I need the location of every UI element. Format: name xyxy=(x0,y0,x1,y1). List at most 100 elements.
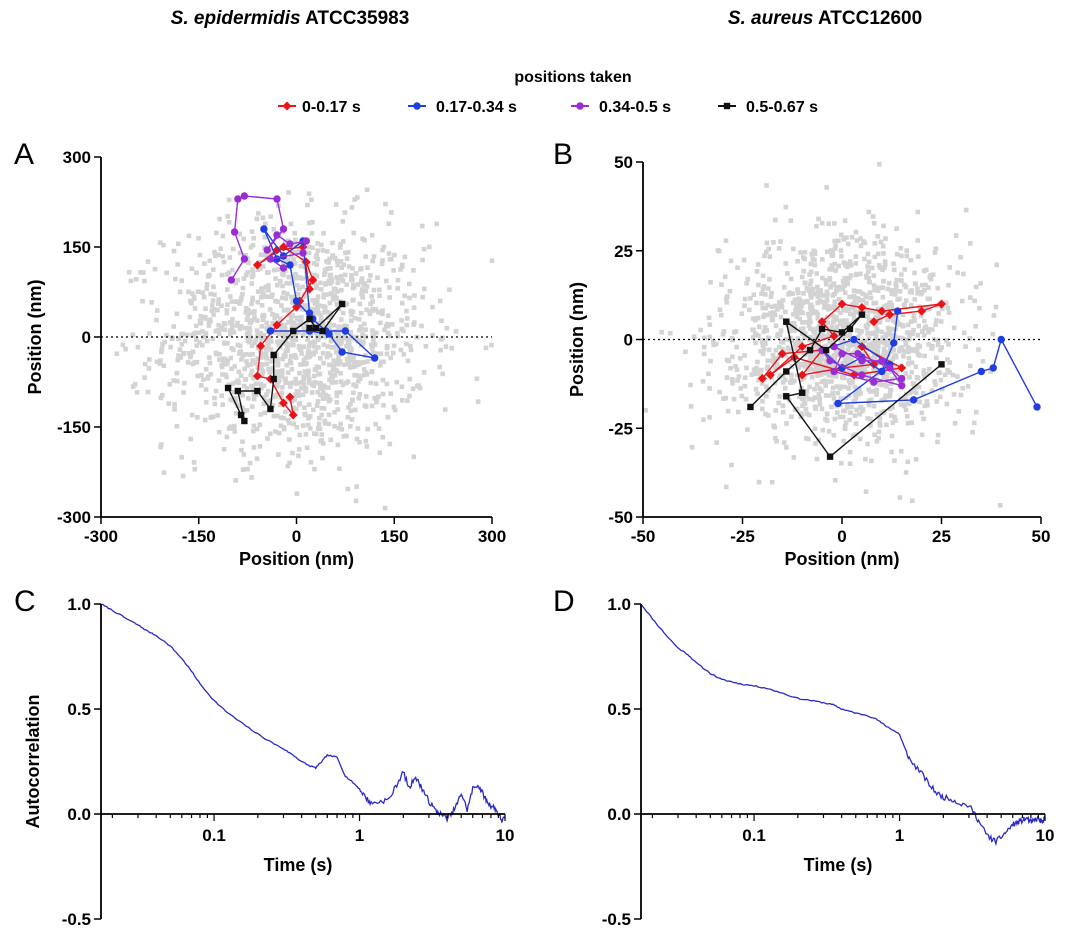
cloud-point xyxy=(921,371,927,377)
x-tick-label: 10 xyxy=(1036,826,1055,845)
cloud-point xyxy=(771,356,777,361)
cloud-point xyxy=(898,448,904,454)
cloud-point xyxy=(421,246,427,252)
cloud-point xyxy=(763,292,768,297)
cloud-point xyxy=(840,341,846,347)
cloud-point xyxy=(314,364,320,370)
cloud-point xyxy=(364,187,370,193)
autocorrelation-line xyxy=(640,603,1046,847)
cloud-point xyxy=(946,310,952,315)
cloud-point xyxy=(958,254,963,260)
cloud-point xyxy=(721,329,727,334)
cloud-point xyxy=(346,405,351,410)
cloud-point xyxy=(294,315,300,321)
cloud-point xyxy=(829,263,835,268)
cloud-point xyxy=(867,279,872,285)
data-point-red xyxy=(757,374,767,384)
cloud-point xyxy=(283,380,289,385)
cloud-point xyxy=(883,310,888,316)
cloud-point xyxy=(289,342,294,348)
cloud-point xyxy=(245,270,251,275)
cloud-point xyxy=(133,276,139,282)
cloud-point xyxy=(730,354,735,360)
cloud-point xyxy=(894,251,900,257)
cloud-point xyxy=(145,259,151,264)
cloud-point xyxy=(260,215,266,221)
cloud-point xyxy=(728,258,734,264)
cloud-point xyxy=(831,319,836,325)
cloud-point xyxy=(369,369,375,375)
cloud-point xyxy=(307,220,312,226)
cloud-point xyxy=(243,351,249,357)
cloud-point xyxy=(905,459,911,465)
cloud-point xyxy=(309,197,314,203)
cloud-point xyxy=(736,374,742,379)
cloud-point xyxy=(926,285,931,290)
cloud-point xyxy=(279,295,285,300)
cloud-point xyxy=(307,380,312,386)
cloud-point xyxy=(813,341,818,347)
cloud-point xyxy=(904,330,910,335)
cloud-point xyxy=(825,354,831,359)
cloud-point xyxy=(350,397,355,403)
cloud-point xyxy=(917,399,922,405)
cloud-point xyxy=(237,250,243,256)
cloud-point xyxy=(835,410,840,415)
cloud-point xyxy=(921,416,926,422)
cloud-point xyxy=(279,303,284,308)
cloud-point xyxy=(247,337,253,342)
cloud-point xyxy=(884,331,889,337)
cloud-point xyxy=(355,282,361,287)
cloud-point xyxy=(782,285,787,290)
cloud-point xyxy=(803,319,809,325)
cloud-point xyxy=(767,254,773,259)
cloud-point xyxy=(868,343,874,348)
cloud-point xyxy=(315,248,321,253)
cloud-point xyxy=(915,286,920,291)
cloud-point xyxy=(226,219,232,225)
cloud-point xyxy=(775,306,780,312)
cloud-point xyxy=(344,433,349,439)
cloud-point xyxy=(824,411,830,417)
cloud-point xyxy=(437,364,442,370)
cloud-point xyxy=(870,356,875,361)
cloud-point xyxy=(281,324,287,329)
cloud-point xyxy=(247,328,253,334)
cloud-point xyxy=(225,358,231,364)
cloud-point xyxy=(741,257,747,263)
cloud-point xyxy=(973,409,979,415)
cloud-point xyxy=(357,439,362,445)
cloud-point xyxy=(734,344,739,350)
cloud-point xyxy=(843,357,848,363)
cloud-point xyxy=(336,324,341,330)
cloud-point xyxy=(301,326,307,331)
cloud-point xyxy=(742,383,748,389)
cloud-point xyxy=(356,395,362,401)
data-point-purple xyxy=(878,357,886,365)
cloud-point xyxy=(290,338,295,343)
cloud-point xyxy=(341,262,346,267)
cloud-point xyxy=(262,234,268,240)
cloud-point xyxy=(903,339,908,344)
cloud-point xyxy=(900,312,906,318)
cloud-point xyxy=(268,214,273,219)
cloud-point xyxy=(302,411,308,417)
cloud-point xyxy=(345,379,351,384)
cloud-point xyxy=(197,252,203,258)
cloud-point xyxy=(351,355,356,360)
cloud-point xyxy=(701,351,707,357)
cloud-point xyxy=(805,363,811,369)
cloud-point xyxy=(893,288,898,293)
cloud-point xyxy=(764,384,769,389)
cloud-point xyxy=(939,386,945,392)
cloud-point xyxy=(336,425,342,431)
cloud-point xyxy=(826,393,832,398)
cloud-point xyxy=(334,340,340,346)
cloud-point xyxy=(810,256,816,262)
cloud-point xyxy=(321,342,327,347)
cloud-point xyxy=(302,330,308,336)
cloud-point xyxy=(773,323,779,329)
cloud-point xyxy=(176,353,181,358)
cloud-point xyxy=(243,325,248,331)
cloud-point xyxy=(871,340,876,346)
